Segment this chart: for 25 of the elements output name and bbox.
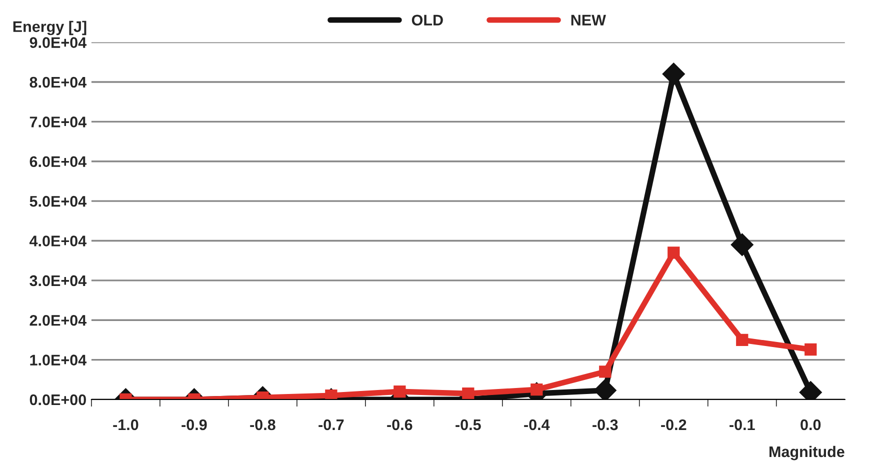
legend-label: OLD xyxy=(412,14,443,26)
y-tick-label: 8.0E+04 xyxy=(30,76,87,88)
legend-label: NEW xyxy=(571,14,606,26)
y-tick-label: 4.0E+04 xyxy=(29,236,87,246)
x-tick-label: -0.9 xyxy=(182,419,207,430)
x-tick-label: -0.5 xyxy=(456,419,481,430)
x-tick-label: -0.1 xyxy=(730,419,755,430)
y-tick-label: 3.0E+04 xyxy=(30,275,87,286)
y-tick-label: 1.0E+04 xyxy=(30,354,87,366)
x-tick-label: -0.4 xyxy=(524,419,550,430)
x-tick-label: -0.7 xyxy=(318,419,344,430)
x-tick-label: -0.3 xyxy=(592,419,618,430)
x-tick-label: -0.2 xyxy=(661,419,686,430)
y-tick-label: 2.0E+04 xyxy=(30,314,87,326)
x-axis-title: Magnitude xyxy=(770,446,844,460)
y-tick-label: 0.0E+00 xyxy=(30,394,86,406)
y-tick-label: 5.0E+04 xyxy=(30,196,87,207)
x-tick-label: -0.8 xyxy=(250,419,276,430)
y-axis-title: Energy [J] xyxy=(13,20,86,36)
x-tick-label: -1.0 xyxy=(113,419,138,430)
y-tick-label: 9.0E+04 xyxy=(30,37,87,48)
x-tick-label: 0.0 xyxy=(800,419,821,430)
y-tick-label: 6.0E+04 xyxy=(30,156,87,168)
x-tick-label: -0.6 xyxy=(387,419,412,430)
y-tick-label: 7.0E+04 xyxy=(30,116,87,128)
